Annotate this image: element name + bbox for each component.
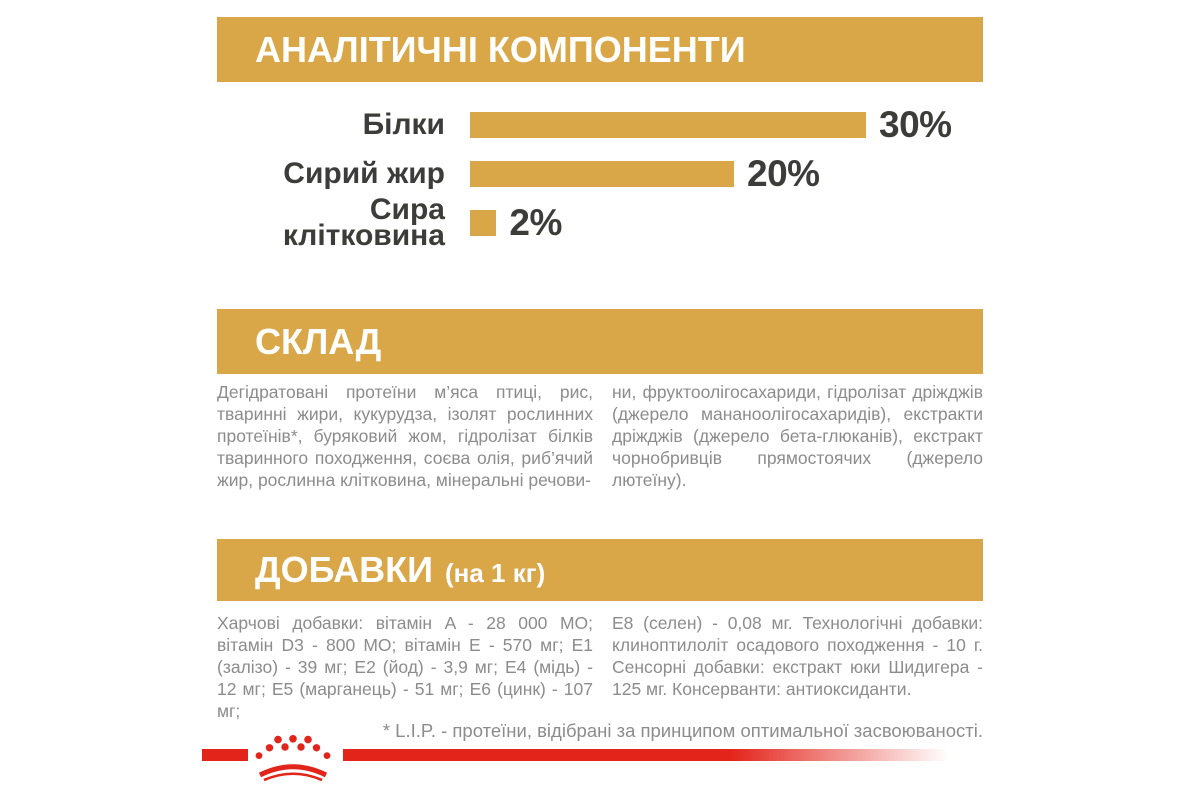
analytical-components-title: АНАЛІТИЧНІ КОМПОНЕНТИ — [255, 28, 746, 70]
red-rule-fading-segment — [343, 749, 948, 761]
chart-bar-fibre — [470, 210, 497, 236]
chart-label-fibre: Сира клітковина — [282, 193, 445, 252]
analytical-components-banner: АНАЛІТИЧНІ КОМПОНЕНТИ — [217, 17, 983, 82]
chart-row-fibre: Сира клітковина 2% — [215, 193, 995, 252]
chart-label-fat: Сирий жир — [283, 157, 445, 190]
chart-row-fat: Сирий жир 20% — [215, 150, 995, 198]
composition-banner: СКЛАД — [217, 309, 983, 374]
chart-bar-fat — [470, 161, 734, 187]
additives-title: ДОБАВКИ — [255, 549, 433, 590]
chart-label-protein: Білки — [362, 108, 445, 141]
red-rule-left-segment — [202, 749, 248, 761]
chart-value-protein: 30% — [879, 104, 952, 145]
chart-bar-protein — [470, 112, 866, 138]
lip-footnote: * L.I.P. - протеїни, відібрані за принци… — [382, 720, 983, 741]
composition-text-right: ни, фруктоолігосахариди, гідролізат дріж… — [612, 382, 983, 490]
chart-value-fibre: 2% — [509, 202, 562, 243]
additives-banner: ДОБАВКИ (на 1 кг) — [217, 539, 983, 601]
composition-title: СКЛАД — [255, 320, 382, 362]
additives-text-right: E8 (селен) - 0,08 мг. Технологічні добав… — [612, 613, 983, 699]
additives-text-left: Харчові добавки: вітамін A - 28 000 МО; … — [217, 613, 593, 721]
chart-row-protein: Білки 30% — [215, 101, 995, 149]
additives-title-suffix: (на 1 кг) — [445, 557, 546, 588]
composition-text-left: Дегідратовані протеїни м’яса птиці, рис,… — [217, 382, 593, 490]
royal-canin-crown-logo — [255, 735, 331, 782]
chart-value-fat: 20% — [747, 153, 820, 194]
